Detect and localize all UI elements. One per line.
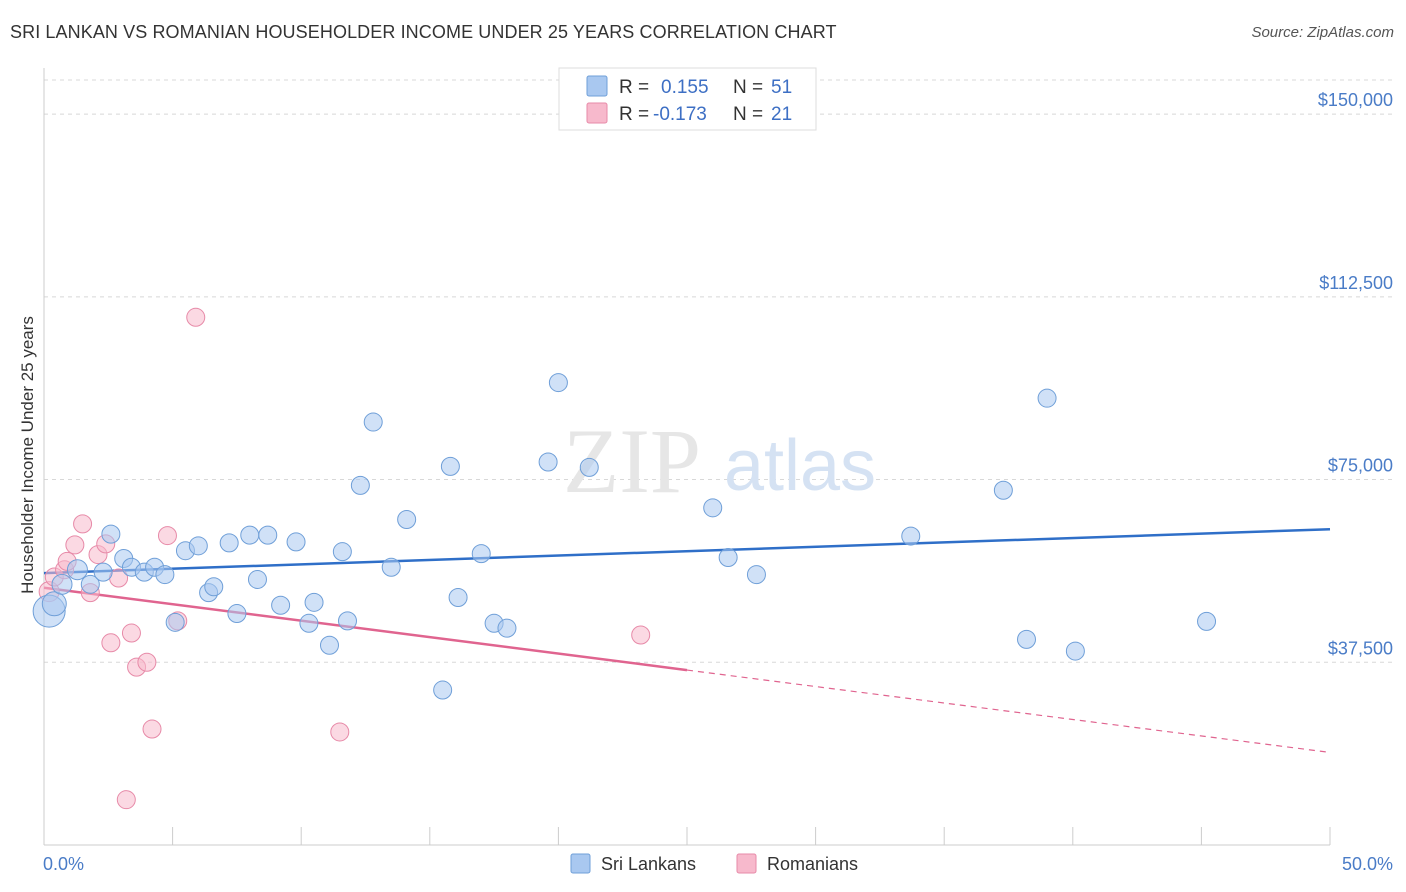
legend-n-value: 51	[771, 77, 792, 98]
romanians-point	[65, 535, 85, 555]
legend-n-label: N =	[733, 104, 763, 125]
romanians-trend-line	[43, 586, 688, 672]
sri-lankans-point	[332, 542, 352, 562]
sri-lankans-point	[93, 562, 113, 582]
y-tick-label: $37,500	[1328, 638, 1393, 658]
romanians-point	[121, 623, 141, 643]
sri-lankans-point	[258, 525, 278, 545]
sri-lankans-point	[271, 595, 291, 615]
romanians-point	[330, 722, 350, 742]
legend-r-label: R =	[619, 104, 649, 125]
sri-lankans-point	[299, 613, 319, 633]
sri-lankans-point	[66, 559, 88, 581]
sri-lankans-point	[219, 533, 239, 553]
bottom-legend-label-sri-lankans: Sri Lankans	[601, 854, 696, 874]
sri-lankans-point	[471, 544, 491, 564]
sri-lankans-point	[165, 612, 185, 632]
gridlines	[44, 79, 1394, 663]
legend-swatch-romanians	[586, 102, 608, 124]
sri-lankans-point	[703, 498, 723, 518]
bottom-legend-swatch-romanians	[736, 853, 757, 874]
legend-top: R = 0.155 N = 51 R = -0.173 N = 21	[558, 67, 817, 131]
sri-lankans-trend-line	[43, 528, 1331, 575]
sri-lankans-point	[51, 573, 73, 595]
sri-lankans-point	[319, 635, 339, 655]
romanians-point	[137, 652, 157, 672]
y-tick-labels: $37,500 $75,000 $112,500 $150,000	[1318, 90, 1393, 658]
sri-lankans-point	[397, 510, 417, 530]
legend-r-value: 0.155	[661, 77, 709, 98]
romanians-point	[186, 307, 206, 327]
sri-lankans-point	[381, 557, 401, 577]
x-ticks	[43, 827, 1331, 845]
y-tick-label: $150,000	[1318, 90, 1393, 110]
sri-lankans-point	[497, 618, 517, 638]
sri-lankans-points	[32, 373, 1217, 700]
bottom-legend-swatch-sri-lankans	[570, 853, 591, 874]
sri-lankans-point	[204, 577, 224, 597]
x-tick-label-min: 0.0%	[43, 854, 84, 874]
sri-lankans-point	[80, 574, 100, 594]
sri-lankans-point	[1017, 629, 1037, 649]
x-tick-label-max: 50.0%	[1342, 854, 1393, 874]
sri-lankans-point	[240, 525, 260, 545]
sri-lankans-point	[227, 604, 247, 624]
legend-n-label: N =	[733, 77, 763, 98]
romanians-point	[631, 625, 651, 645]
romanians-point	[101, 633, 121, 653]
romanians-point	[73, 514, 93, 534]
sri-lankans-point	[1065, 641, 1085, 661]
sri-lankans-point	[247, 569, 267, 589]
sri-lankans-point	[101, 524, 121, 544]
sri-lankans-point	[350, 475, 370, 495]
y-tick-label: $112,500	[1319, 273, 1393, 293]
romanians-point	[142, 719, 162, 739]
sri-lankans-point	[448, 587, 468, 607]
sri-lankans-point	[286, 532, 306, 552]
sri-lankans-point	[1197, 611, 1217, 631]
sri-lankans-point	[433, 680, 453, 700]
romanians-point	[116, 790, 136, 810]
sri-lankans-point	[363, 412, 383, 432]
legend-bottom: Sri Lankans Romanians	[570, 853, 858, 874]
sri-lankans-point	[901, 526, 921, 546]
sri-lankans-point	[579, 457, 599, 477]
sri-lankans-point	[746, 565, 766, 585]
sri-lankans-point	[993, 480, 1013, 500]
y-tick-label: $75,000	[1328, 456, 1393, 476]
bottom-legend-label-romanians: Romanians	[767, 854, 858, 874]
legend-n-value: 21	[771, 104, 792, 125]
sri-lankans-point	[41, 591, 67, 617]
sri-lankans-point	[1037, 388, 1057, 408]
chart-source: Source: ZipAtlas.com	[1251, 24, 1394, 41]
sri-lankans-point	[548, 373, 568, 393]
sri-lankans-point	[155, 565, 175, 585]
watermark: ZIP atlas	[563, 410, 876, 512]
romanians-trend-line-extension	[686, 669, 1331, 754]
sri-lankans-point	[188, 536, 208, 556]
sri-lankans-point	[304, 592, 324, 612]
legend-r-value: -0.173	[653, 104, 707, 125]
legend-r-label: R =	[619, 77, 649, 98]
chart-title: SRI LANKAN VS ROMANIAN HOUSEHOLDER INCOM…	[10, 22, 837, 42]
sri-lankans-point	[718, 548, 738, 568]
watermark-atlas: atlas	[724, 426, 876, 506]
sri-lankans-point	[440, 456, 460, 476]
sri-lankans-point	[337, 611, 357, 631]
trend-lines	[43, 528, 1331, 754]
sri-lankans-point	[538, 452, 558, 472]
romanians-point	[157, 526, 177, 546]
legend-swatch-sri-lankans	[586, 75, 608, 97]
